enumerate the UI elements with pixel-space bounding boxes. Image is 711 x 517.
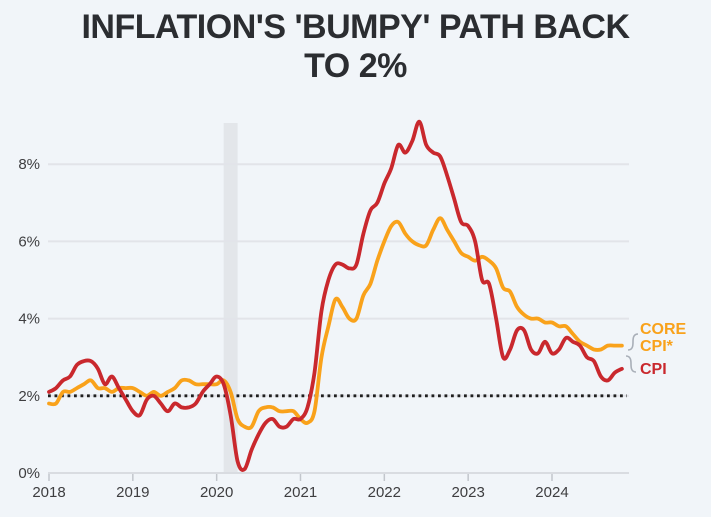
chart-title-line2: TO 2% (304, 47, 407, 85)
legend-connector-core-icon (627, 333, 639, 351)
y-axis-label-8%: 8% (18, 156, 40, 173)
chart-title: INFLATION'S 'BUMPY' PATH BACK TO 2% (0, 8, 711, 86)
y-axis-label-0%: 0% (18, 465, 40, 482)
x-axis-label-2024: 2024 (535, 484, 568, 501)
series-line-cpi (47, 119, 624, 472)
legend-core-line1: CORE (640, 321, 687, 338)
y-axis-label-6%: 6% (18, 233, 40, 250)
x-axis-label-2023: 2023 (451, 484, 484, 501)
series-line-core-cpi (47, 216, 624, 431)
legend-cpi-label: CPI (640, 361, 667, 378)
x-axis-label-2022: 2022 (368, 484, 401, 501)
legend-core-cpi-label: CORE CPI* (640, 321, 686, 355)
y-axis-label-4%: 4% (18, 311, 40, 328)
legend-connector-cpi-icon (625, 355, 637, 373)
chart-title-line1: INFLATION'S 'BUMPY' PATH BACK (81, 8, 630, 46)
x-axis-label-2019: 2019 (116, 484, 149, 501)
x-axis-label-2020: 2020 (200, 484, 233, 501)
x-axis-label-2021: 2021 (284, 484, 317, 501)
x-axis-label-2018: 2018 (32, 484, 65, 501)
y-axis-label-2%: 2% (18, 388, 40, 405)
legend-core-line2: CPI* (640, 338, 673, 355)
